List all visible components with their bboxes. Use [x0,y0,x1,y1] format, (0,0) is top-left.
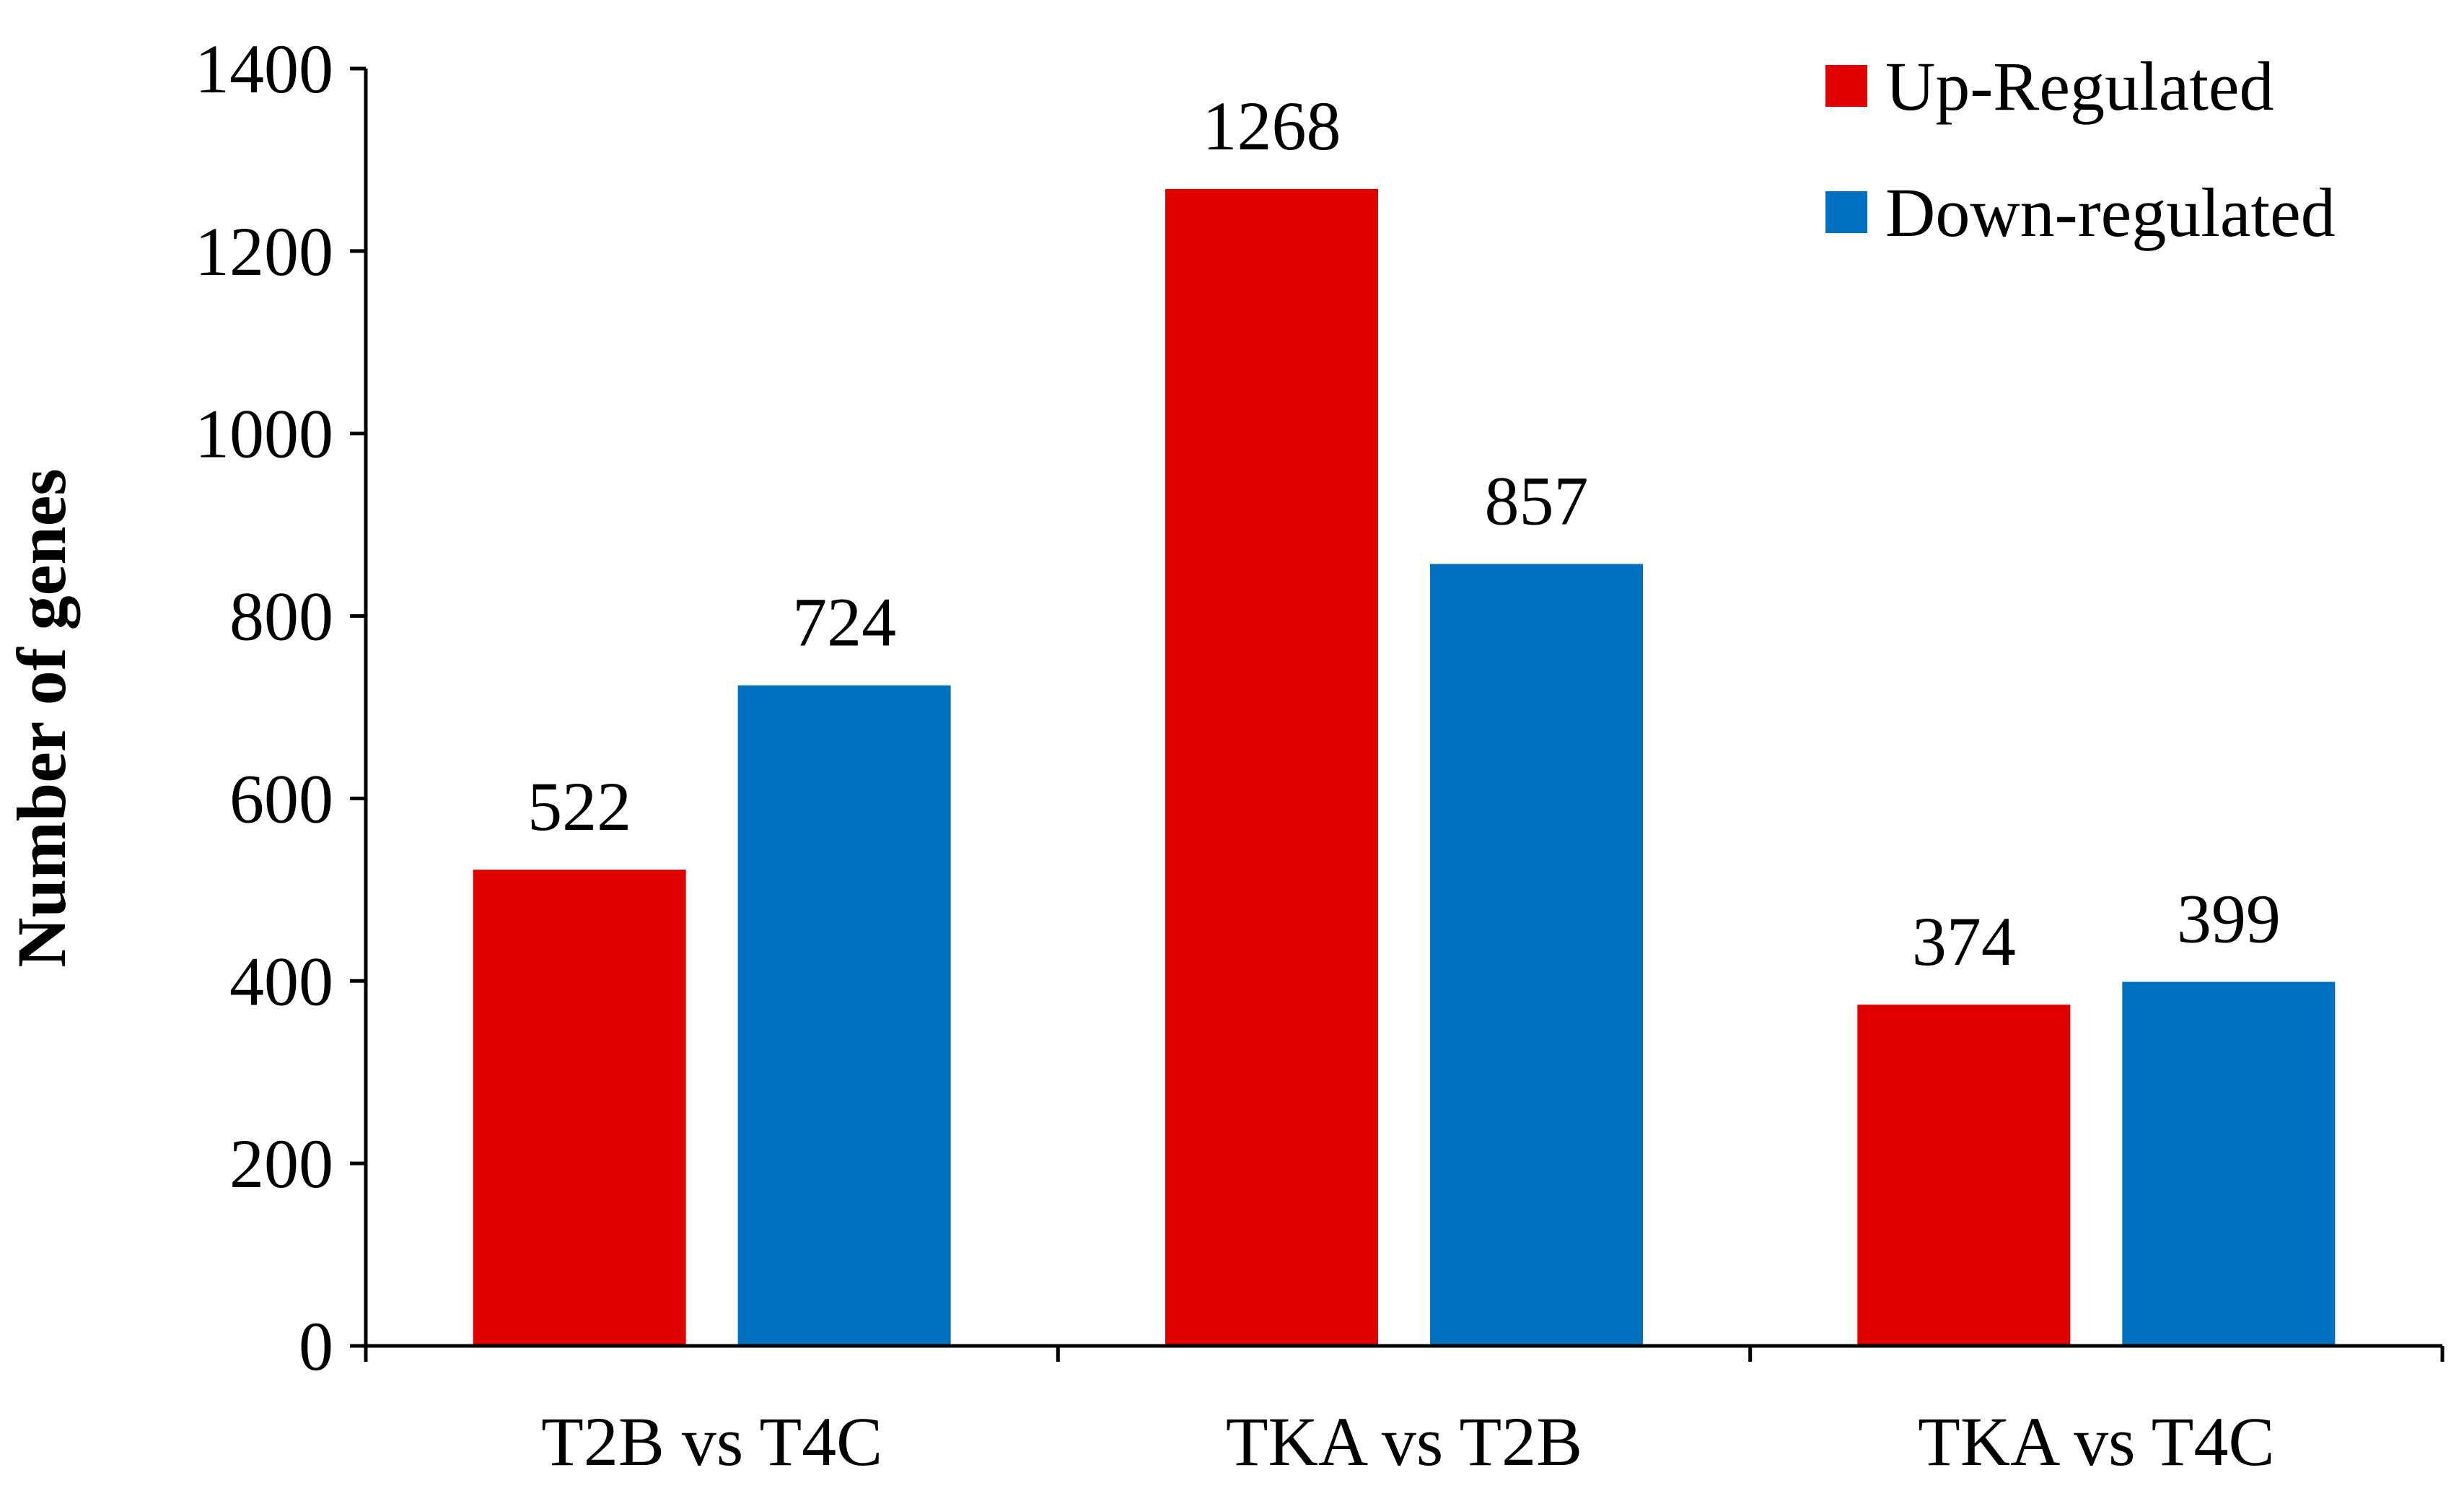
legend-swatch [1825,191,1867,233]
y-tick-label: 800 [229,578,333,655]
y-tick-label: 200 [229,1125,333,1202]
bar [473,870,686,1346]
legend-label: Up-Regulated [1885,48,2274,125]
y-tick-label: 400 [229,942,333,1020]
bar [2122,981,2336,1346]
data-labels-layer: 522 724 1268 857 374 399 [527,87,2281,980]
y-tick-label: 0 [299,1308,333,1385]
data-label: 1268 [1203,87,1341,165]
x-category-label: TKA vs T4C [1918,1403,2274,1480]
data-label: 724 [792,584,896,661]
bar [1165,188,1378,1346]
bar [1430,564,1643,1347]
y-tick-label: 1000 [195,395,333,473]
y-tick-label: 600 [229,760,333,837]
legend-swatch [1825,65,1867,107]
y-tick-label: 1200 [195,213,333,290]
y-ticks-layer: 0 200 400 600 800 1000 1200 1400 [195,30,366,1385]
data-label: 522 [527,768,631,845]
data-label: 399 [2177,880,2281,958]
y-axis-label: Number of genes [3,468,80,968]
legend: Up-Regulated Down-regulated [1825,48,2336,251]
bar [737,685,951,1346]
x-ticks-layer: T2B vs T4C TKA vs T2B TKA vs T4C [364,1346,2445,1480]
data-label: 857 [1485,463,1589,540]
x-category-label: TKA vs T2B [1226,1403,1582,1480]
x-category-label: T2B vs T4C [541,1403,882,1480]
bars-layer [473,188,2336,1347]
axes-layer [364,69,2442,1348]
bar [1857,1005,2071,1346]
legend-label: Down-regulated [1885,174,2336,251]
data-label: 374 [1912,903,2016,980]
y-tick-label: 1400 [195,30,333,108]
